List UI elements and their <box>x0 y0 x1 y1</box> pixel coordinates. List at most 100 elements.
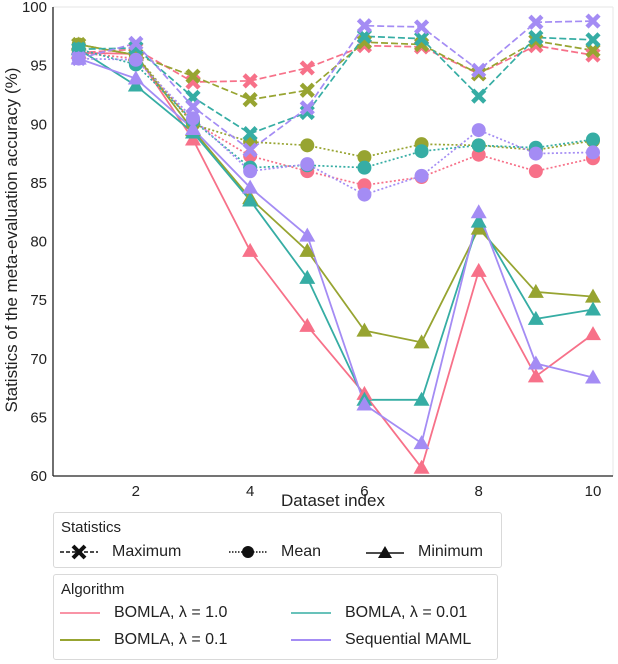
y-axis-label: Statistics of the meta-evaluation accura… <box>2 68 21 413</box>
series-line-bomla_01-mean <box>78 43 594 158</box>
data-point-seq_maml-min <box>527 355 544 370</box>
data-point-bomla_001-mean <box>586 132 600 147</box>
data-point-seq_maml-min <box>299 227 316 242</box>
series-line-bomla_01-max <box>78 40 594 101</box>
data-point-bomla_1-min <box>242 242 259 257</box>
data-point-seq_maml-min <box>413 435 430 450</box>
data-point-bomla_1-min <box>299 317 316 332</box>
legend-label-bomla-001: BOMLA, λ = 0.01 <box>345 604 468 621</box>
x-tick-label: 4 <box>246 483 254 500</box>
series-line-seq_maml-min <box>78 57 594 445</box>
data-point-bomla_001-min <box>242 192 259 207</box>
algorithm-legend-title: Algorithm <box>61 581 125 598</box>
data-point-seq_maml-max <box>413 19 430 35</box>
series-line-bomla_1-mean <box>78 51 594 187</box>
series-line-bomla_01-min <box>78 43 594 344</box>
data-point-bomla_001-mean <box>357 160 372 175</box>
legend-item-bomla-001: BOMLA, λ = 0.01 <box>291 604 467 622</box>
series-line-bomla_001-min <box>78 48 594 401</box>
data-point-bomla_01-max <box>299 82 315 98</box>
y-axis-ticks: 60 65 70 75 80 85 90 95 100 <box>22 0 47 485</box>
data-point-seq_maml-min <box>242 179 259 194</box>
data-point-seq_maml-min <box>127 70 144 85</box>
y-tick-label: 95 <box>30 58 47 75</box>
data-point-seq_maml-max <box>128 35 144 51</box>
x-marker-icon <box>60 544 98 560</box>
circle-marker-icon <box>229 546 267 558</box>
data-point-seq_maml-max <box>185 99 201 115</box>
data-point-seq_maml-max <box>242 142 258 158</box>
legend-swatch-line <box>60 639 100 641</box>
data-point-bomla_001-max <box>128 40 144 56</box>
statistics-legend-title: Statistics <box>61 519 122 536</box>
data-point-bomla_1-max <box>299 60 315 76</box>
statistics-legend: Statistics Maximum Mean Minimum <box>53 512 502 568</box>
data-point-bomla_1-min <box>413 459 430 474</box>
data-point-bomla_01-max <box>528 33 544 49</box>
data-point-bomla_1-mean <box>528 164 543 179</box>
data-point-bomla_001-max <box>242 126 258 142</box>
data-point-seq_maml-mean <box>471 123 486 138</box>
data-point-bomla_01-max <box>471 66 487 82</box>
data-point-bomla_001-min <box>470 213 487 228</box>
x-tick-label: 2 <box>132 483 140 500</box>
legend-label-bomla-1: BOMLA, λ = 1.0 <box>114 604 228 621</box>
data-point-bomla_01-max <box>185 68 201 84</box>
data-point-seq_maml-mean <box>243 164 258 179</box>
data-point-seq_maml-mean <box>586 145 600 160</box>
data-point-bomla_001-min <box>299 269 316 284</box>
plot-frame <box>52 6 614 477</box>
data-point-bomla_001-min <box>127 77 144 92</box>
legend-item-minimum: Minimum <box>366 543 483 561</box>
x-tick-label: 8 <box>475 483 483 500</box>
data-point-bomla_1-max <box>585 47 601 63</box>
series-line-bomla_1-max <box>78 44 594 83</box>
legend-swatch-line <box>291 612 331 614</box>
x-tick-label: 6 <box>360 483 368 500</box>
line-chart: 60 65 70 75 80 85 90 95 100 2 4 6 8 10 Dataset index… <box>2 0 614 510</box>
legend-label-minimum: Minimum <box>418 543 483 560</box>
data-point-bomla_001-max <box>299 104 315 121</box>
data-point-seq_maml-min <box>185 120 201 135</box>
data-point-bomla_001-min <box>527 310 544 325</box>
data-point-bomla_001-mean <box>414 144 429 159</box>
data-point-bomla_1-min <box>470 262 487 277</box>
series-line-bomla_1-min <box>78 51 594 470</box>
data-point-bomla_01-min <box>299 242 316 257</box>
data-point-bomla_001-mean <box>471 138 486 153</box>
legend-label-bomla-01: BOMLA, λ = 0.1 <box>114 631 228 648</box>
data-point-seq_maml-min <box>356 396 373 411</box>
data-point-seq_maml-mean <box>186 111 200 126</box>
y-tick-label: 90 <box>30 116 47 133</box>
data-point-seq_maml-mean <box>357 187 372 202</box>
data-point-seq_maml-max <box>528 14 544 30</box>
data-point-seq_maml-mean <box>414 168 429 183</box>
data-point-bomla_001-max <box>471 88 487 104</box>
data-point-bomla_01-min <box>356 322 373 337</box>
data-point-bomla_1-max <box>242 73 258 89</box>
data-point-bomla_001-max <box>528 29 544 46</box>
data-point-bomla_01-max <box>242 92 258 108</box>
legend-item-maximum: Maximum <box>60 543 181 561</box>
legend-label-maximum: Maximum <box>112 543 182 560</box>
data-point-bomla_001-min <box>585 301 601 316</box>
data-point-bomla_01-min <box>527 283 544 298</box>
data-point-bomla_1-min <box>527 368 544 383</box>
y-tick-label: 75 <box>30 292 47 309</box>
data-point-bomla_01-min <box>413 334 430 349</box>
triangle-marker-icon <box>366 546 404 558</box>
series-line-seq_maml-max <box>78 20 594 152</box>
data-point-seq_maml-min <box>70 50 87 65</box>
data-point-bomla_1-min <box>585 326 601 341</box>
data-point-bomla_01-mean <box>357 150 372 165</box>
x-tick-label: 10 <box>585 483 602 500</box>
y-tick-label: 60 <box>30 468 47 485</box>
data-point-seq_maml-max <box>299 100 315 116</box>
data-point-seq_maml-mean <box>528 146 543 161</box>
legend-item-bomla-01: BOMLA, λ = 0.1 <box>60 631 227 649</box>
series-line-bomla_001-mean <box>78 48 594 169</box>
data-point-seq_maml-mean <box>300 157 315 172</box>
y-tick-label: 70 <box>30 351 47 368</box>
data-point-bomla_001-max <box>585 32 601 48</box>
data-point-bomla_1-min <box>185 131 201 146</box>
